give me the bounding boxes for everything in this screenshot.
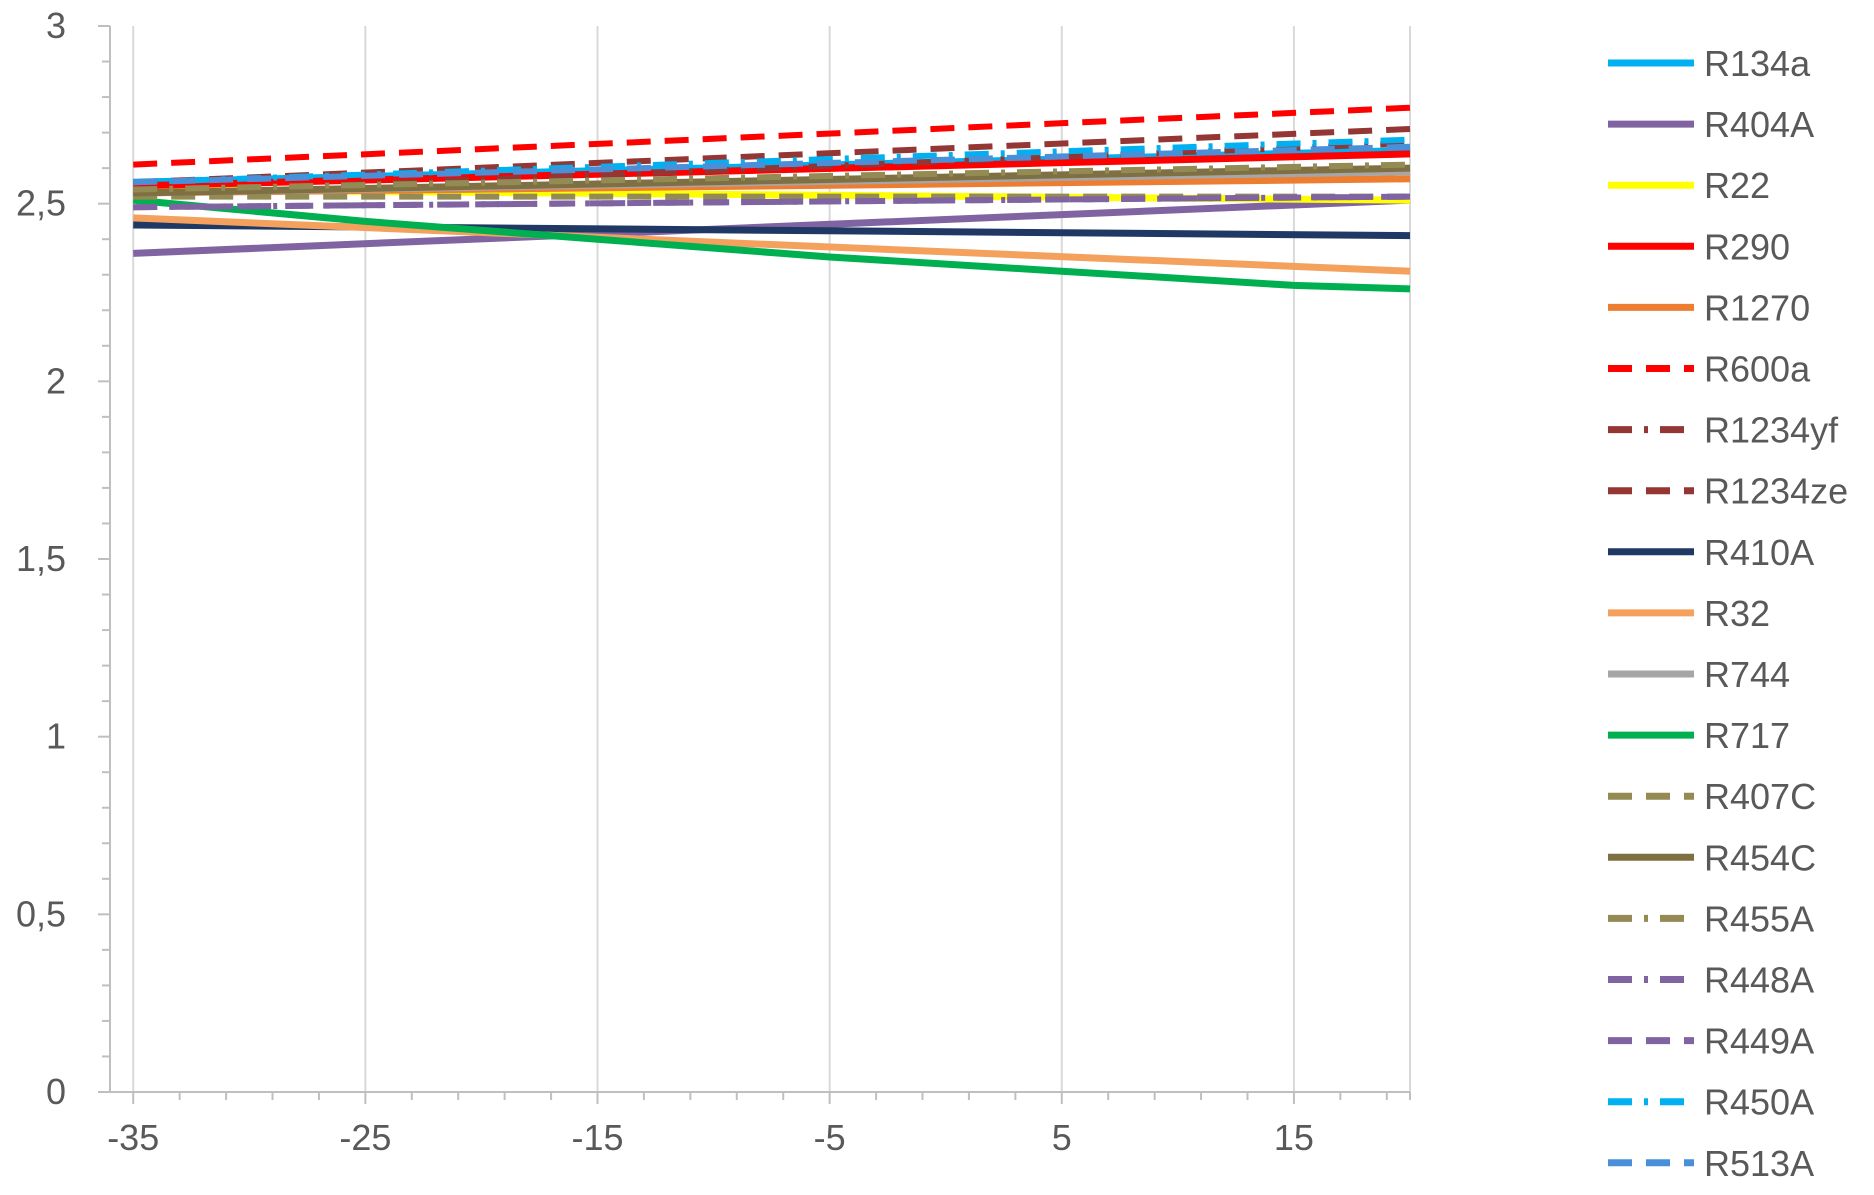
y-tick-label: 2,5 [16,183,66,224]
legend-label-r600a: R600a [1704,349,1811,390]
series-line-r32 [133,214,1411,275]
series-line-r513a [133,143,1411,186]
legend-label-r290: R290 [1704,226,1790,267]
legend-label-r448a: R448A [1704,960,1814,1001]
legend-label-r744: R744 [1704,654,1790,695]
x-tick-label: 15 [1274,1117,1314,1158]
x-tick-label: -15 [571,1117,623,1158]
series-line-r455a [133,161,1411,193]
series-line-r454c [133,164,1411,197]
legend-label-r455a: R455A [1704,898,1814,939]
x-tick-label: 5 [1052,1117,1072,1158]
legend-label-r410a: R410A [1704,532,1814,573]
legend-label-r513a: R513A [1704,1143,1814,1184]
legend-label-r22: R22 [1704,165,1770,206]
legend-label-r404a: R404A [1704,104,1814,145]
series-line-r404a [133,196,1411,257]
legend-label-r1234yf: R1234yf [1704,410,1839,451]
legend-label-r1234ze: R1234ze [1704,471,1848,512]
series-line-r717 [132,196,1411,293]
legend-label-r450a: R450A [1704,1082,1814,1123]
x-tick-label: -25 [339,1117,391,1158]
y-tick-label: 0 [46,1071,66,1112]
legend-label-r407c: R407C [1704,776,1816,817]
legend-label-r449a: R449A [1704,1021,1814,1062]
series-line-r600a [133,104,1411,168]
series-line-r449a [133,193,1411,211]
legend-label-r454c: R454C [1704,837,1816,878]
y-tick-label: 0,5 [16,893,66,934]
legend: R134a R404A R22 R290 R1270 R600a R1234yf R1234z… [1608,43,1848,1184]
legend-label-r32: R32 [1704,593,1770,634]
axes: 0 0,5 1 1,5 2 2,5 3 -35 -25 -15 -5 5 15 [16,5,1411,1158]
legend-label-r1270: R1270 [1704,287,1810,328]
y-tick-label: 3 [46,5,66,46]
y-tick-label: 2 [46,360,66,401]
legend-label-r134a: R134a [1704,43,1811,84]
x-tick-label: -35 [107,1117,159,1158]
x-tick-label: -5 [814,1117,846,1158]
y-tick-label: 1,5 [16,538,66,579]
legend-label-r717: R717 [1704,715,1790,756]
series-lines [132,104,1411,293]
y-tick-label: 1 [46,716,66,757]
